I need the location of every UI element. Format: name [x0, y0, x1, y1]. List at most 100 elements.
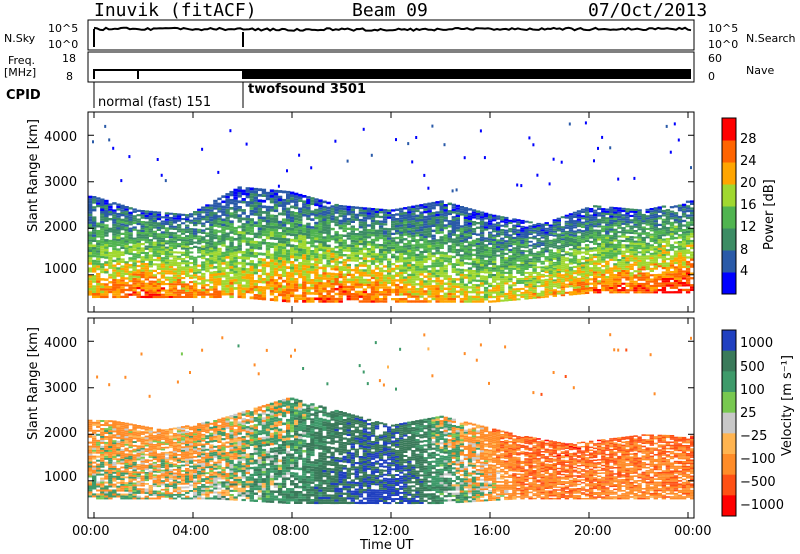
- heatmap-cell: [387, 267, 392, 270]
- heatmap-cell: [217, 240, 222, 243]
- heatmap-cell: [201, 222, 206, 225]
- heatmap-cell: [269, 284, 275, 288]
- heatmap-cell: [455, 285, 460, 288]
- heatmap-cell: [657, 232, 662, 235]
- heatmap-cell: [213, 285, 218, 289]
- heatmap-cell: [512, 247, 517, 250]
- heatmap-cell: [463, 238, 469, 241]
- heatmap-cell: [382, 220, 388, 224]
- heatmap-cell: [605, 212, 610, 216]
- heatmap-cell: [286, 271, 291, 275]
- heatmap-cell: [221, 262, 226, 265]
- heatmap-cell: [370, 293, 376, 296]
- heatmap-cell: [330, 295, 335, 298]
- heatmap-cell: [641, 220, 646, 223]
- heatmap-cell: [584, 237, 590, 240]
- heatmap-cell: [253, 252, 258, 255]
- heatmap-cell: [124, 222, 129, 225]
- heatmap-cell: [504, 282, 509, 285]
- heatmap-cell: [653, 215, 658, 218]
- heatmap-cell: [560, 232, 566, 235]
- heatmap-cell: [572, 238, 578, 241]
- heatmap-cell: [407, 290, 412, 294]
- heatmap-cell: [576, 212, 582, 215]
- heatmap-cell: [298, 193, 303, 197]
- heatmap-cell: [496, 232, 501, 235]
- heatmap-cell: [439, 282, 444, 285]
- heatmap-cell: [629, 274, 634, 277]
- heatmap-cell: [217, 295, 222, 298]
- heatmap-cell: [96, 202, 101, 205]
- heatmap-cell: [475, 212, 481, 215]
- heatmap-cell: [552, 254, 557, 257]
- heatmap-cell: [681, 277, 687, 280]
- nsky-trace: [93, 26, 692, 32]
- heatmap-cell: [88, 246, 93, 250]
- heatmap-cell: [625, 274, 630, 277]
- heatmap-cell: [427, 277, 432, 281]
- heatmap-cell: [306, 206, 311, 210]
- heatmap-cell: [350, 297, 355, 301]
- freq-panel-frame: [87, 51, 695, 83]
- heatmap-cell: [665, 222, 671, 225]
- heatmap-cell: [584, 228, 590, 232]
- heatmap-cell: [370, 290, 376, 294]
- heatmap-cell: [197, 228, 202, 231]
- heatmap-cell: [286, 202, 291, 205]
- heatmap-cell: [281, 260, 287, 264]
- heatmap-cell: [112, 286, 117, 289]
- heatmap-cell: [641, 274, 646, 277]
- heatmap-cell: [156, 235, 162, 238]
- heatmap-cell: [609, 267, 614, 270]
- heatmap-cell: [617, 213, 622, 216]
- heatmap-cell: [536, 258, 541, 261]
- heatmap-cell: [597, 225, 602, 228]
- heatmap-cell: [576, 239, 582, 242]
- heatmap-cell: [152, 254, 157, 257]
- heatmap-cell: [560, 288, 566, 291]
- heatmap-cell: [104, 234, 109, 237]
- heatmap-cell: [520, 263, 525, 266]
- heatmap-cell: [435, 239, 440, 242]
- heatmap-cell: [576, 273, 582, 276]
- heatmap-cell: [322, 200, 327, 204]
- heatmap-cell: [641, 255, 646, 258]
- heatmap-cell: [508, 234, 513, 237]
- heatmap-cell: [88, 226, 93, 229]
- heatmap-cell: [213, 202, 218, 205]
- heatmap-cell: [100, 268, 105, 271]
- heatmap-cell: [556, 290, 561, 293]
- heatmap-cell: [556, 217, 561, 220]
- heatmap-cell: [629, 238, 634, 241]
- heatmap-cell: [423, 203, 428, 206]
- heatmap-cell: [314, 234, 319, 238]
- heatmap-cell: [310, 239, 315, 242]
- heatmap-cell: [669, 226, 675, 229]
- heatmap-cell: [225, 201, 230, 204]
- heatmap-cell: [455, 251, 460, 254]
- heatmap-cell: [467, 231, 473, 235]
- heatmap-cell: [100, 238, 105, 241]
- heatmap-cell: [475, 268, 481, 271]
- heatmap-cell: [180, 228, 186, 231]
- heatmap-cell: [589, 216, 594, 219]
- heatmap-cell: [419, 218, 424, 222]
- heatmap-cell: [237, 239, 242, 243]
- heatmap-cell: [370, 212, 376, 216]
- heatmap-cell: [617, 261, 622, 264]
- heatmap-cell: [605, 269, 610, 272]
- heatmap-cell: [560, 260, 566, 263]
- heatmap-cell: [205, 234, 210, 238]
- heatmap-cell: [431, 285, 436, 288]
- heatmap-cell: [516, 298, 521, 301]
- heatmap-cell: [132, 221, 137, 225]
- heatmap-cell: [597, 242, 602, 246]
- heatmap-cell: [205, 209, 210, 212]
- heatmap-cell: [492, 278, 497, 281]
- heatmap-cell: [419, 292, 424, 296]
- heatmap-cell: [350, 242, 355, 245]
- heatmap-cell: [108, 256, 113, 260]
- heatmap-cell: [281, 207, 287, 211]
- heatmap-cell: [314, 216, 319, 220]
- heatmap-cell: [120, 223, 125, 226]
